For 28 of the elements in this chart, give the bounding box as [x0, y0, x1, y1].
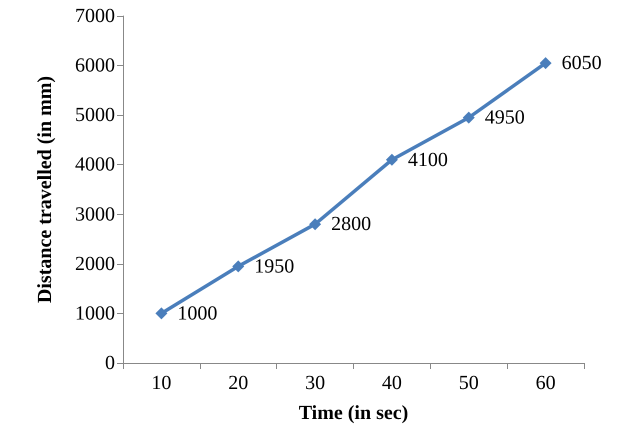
y-tick-label: 6000 — [75, 54, 115, 77]
point — [309, 218, 322, 230]
point — [386, 154, 398, 166]
point — [155, 307, 168, 320]
x-tick-label: 50 — [458, 372, 479, 394]
point — [462, 112, 475, 124]
x-tick-label: 10 — [151, 372, 172, 394]
y-axis-title: Distance travelled (in mm) — [34, 76, 56, 304]
y-tick-label: 1000 — [75, 302, 115, 324]
x-tick-label: 20 — [228, 372, 248, 394]
data-label: 2800 — [331, 213, 372, 236]
data-label: 4950 — [484, 106, 525, 129]
data-label: 1000 — [177, 302, 218, 324]
x-tick-label: 40 — [382, 372, 402, 394]
y-tick-label: 0 — [105, 352, 115, 374]
y-tick-label: 5000 — [75, 104, 115, 126]
x-tick-label: 60 — [536, 372, 556, 394]
y-tick-label: 2000 — [75, 252, 115, 275]
data-label: 6050 — [562, 52, 602, 74]
x-axis-title: Time (in sec) — [298, 402, 408, 424]
y-tick-label: 3000 — [75, 203, 115, 226]
x-tick-label: 30 — [305, 372, 326, 394]
data-label: 1950 — [254, 255, 294, 278]
data-label: 4100 — [408, 148, 448, 171]
y-tick-label: 7000 — [75, 5, 115, 27]
point — [232, 260, 244, 272]
point — [540, 57, 552, 70]
y-tick-label: 4000 — [75, 154, 115, 176]
